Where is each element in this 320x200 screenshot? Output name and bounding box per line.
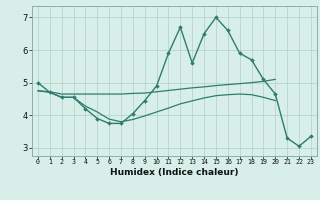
X-axis label: Humidex (Indice chaleur): Humidex (Indice chaleur) bbox=[110, 168, 239, 177]
